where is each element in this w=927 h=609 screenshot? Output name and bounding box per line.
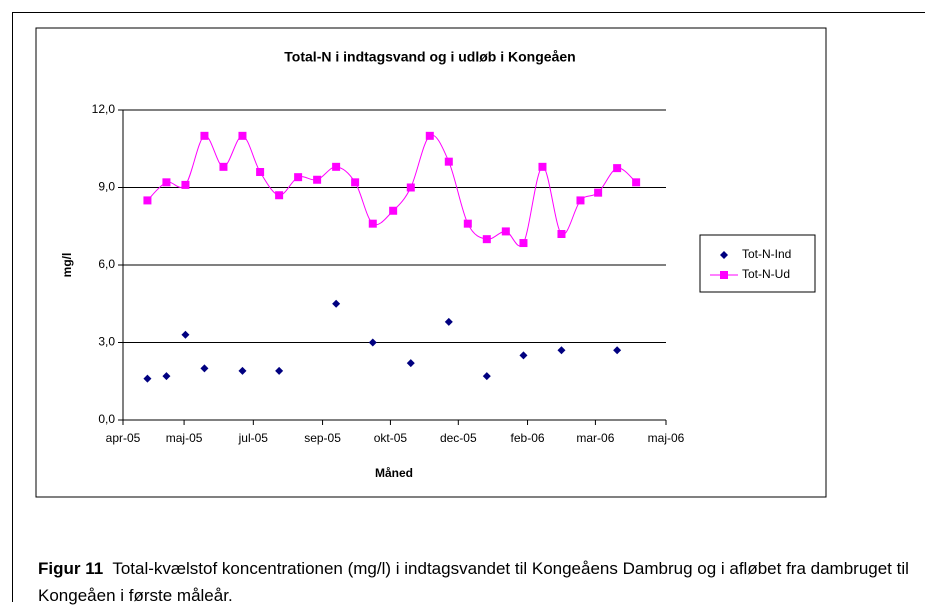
point-marker (200, 364, 209, 373)
x-axis-label: Måned (375, 466, 413, 480)
y-tick-label: 0,0 (98, 412, 115, 426)
point-marker (368, 219, 377, 228)
point-marker (181, 330, 190, 339)
point-marker (613, 346, 622, 355)
x-tick-label: feb-06 (511, 431, 545, 445)
point-marker (557, 346, 566, 355)
point-marker (594, 188, 603, 197)
caption-text: Total-kvælstof koncentrationen (mg/l) i … (38, 559, 909, 605)
chart: Total-N i indtagsvand og i udløb i Konge… (35, 27, 827, 498)
x-tick-label: sep-05 (304, 431, 341, 445)
chart-title: Total-N i indtagsvand og i udløb i Konge… (284, 49, 575, 65)
legend-marker (720, 271, 728, 279)
point-marker (482, 235, 491, 244)
point-marker (332, 162, 341, 171)
caption: Figur 11 Total-kvælstof koncentrationen … (38, 555, 918, 609)
point-marker (162, 178, 171, 187)
point-marker (162, 372, 171, 381)
point-marker (351, 178, 360, 187)
point-marker (482, 372, 491, 381)
point-marker (368, 338, 377, 347)
point-marker (576, 196, 585, 205)
point-marker (313, 175, 322, 184)
point-marker (200, 131, 209, 140)
point-marker (294, 173, 303, 182)
x-tick-label: dec-05 (440, 431, 477, 445)
point-marker (332, 299, 341, 308)
chart-frame (35, 27, 827, 498)
point-marker (389, 206, 398, 215)
point-marker (501, 227, 510, 236)
legend-marker (720, 251, 728, 259)
point-marker (181, 180, 190, 189)
point-marker (406, 359, 415, 368)
legend (699, 234, 816, 293)
point-marker (444, 157, 453, 166)
y-tick-label: 3,0 (98, 335, 115, 349)
point-marker (463, 219, 472, 228)
point-marker (557, 230, 566, 238)
point-marker (538, 162, 547, 171)
point-marker (519, 351, 528, 360)
y-tick-label: 6,0 (98, 257, 115, 271)
figure-frame (12, 12, 925, 602)
point-marker (143, 374, 152, 383)
point-marker (425, 131, 434, 140)
point-marker (275, 191, 284, 200)
point-marker (143, 196, 152, 205)
y-tick-label: 9,0 (98, 180, 115, 194)
x-tick-label: maj-05 (166, 431, 203, 445)
point-marker (238, 131, 247, 140)
x-tick-label: maj-06 (648, 431, 685, 445)
point-marker (219, 162, 228, 171)
legend-label: Tot-N-Ud (742, 267, 790, 281)
y-axis-label: mg/l (60, 253, 74, 278)
caption-label: Figur 11 (38, 559, 104, 578)
point-marker (613, 164, 622, 173)
x-tick-label: okt-05 (374, 431, 408, 445)
x-tick-label: mar-06 (576, 431, 614, 445)
point-marker (519, 239, 528, 248)
y-tick-label: 12,0 (92, 102, 116, 116)
point-marker (406, 183, 415, 192)
x-tick-label: apr-05 (106, 431, 141, 445)
point-marker (275, 366, 284, 375)
x-tick-label: jul-05 (238, 431, 269, 445)
point-marker (632, 178, 641, 187)
legend-label: Tot-N-Ind (742, 247, 791, 261)
point-marker (256, 168, 265, 176)
point-marker (238, 366, 247, 375)
point-marker (444, 317, 453, 326)
